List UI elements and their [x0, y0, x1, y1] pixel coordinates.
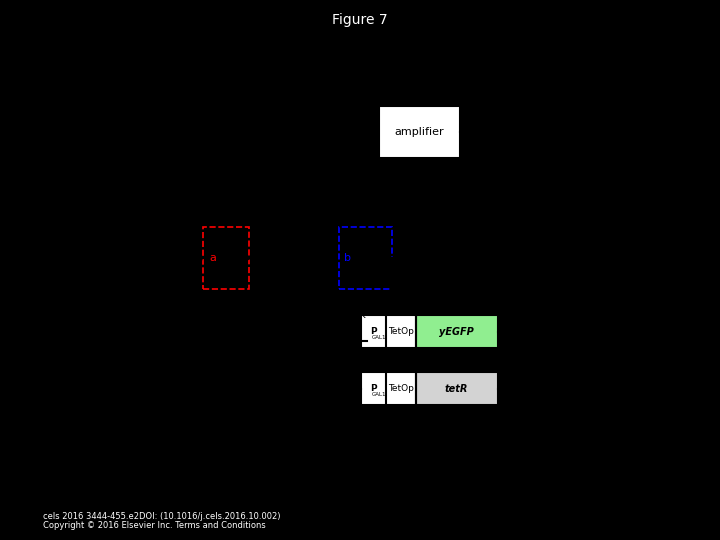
- Text: ]: ]: [549, 243, 552, 252]
- Text: b: b: [344, 253, 351, 263]
- Text: adjustor: adjustor: [318, 53, 370, 64]
- Text: ]-[TetR]: ]-[TetR]: [311, 370, 342, 379]
- Text: I: I: [189, 251, 192, 261]
- Text: TetOp: TetOp: [388, 327, 414, 336]
- Text: ]: ]: [217, 346, 221, 356]
- Text: B: B: [154, 249, 166, 267]
- Text: GAL1: GAL1: [372, 392, 387, 397]
- Text: [B]: [B]: [535, 227, 549, 237]
- Text: [B: [B: [536, 243, 545, 252]
- Text: feedback: feedback: [322, 310, 366, 320]
- Bar: [361, 315, 498, 348]
- Text: P: P: [370, 327, 377, 336]
- Text: input: input: [202, 49, 235, 59]
- Text: kn: kn: [268, 271, 275, 276]
- Text: A: A: [237, 253, 245, 263]
- Text: feedback: feedback: [382, 184, 427, 194]
- Text: ss: ss: [543, 248, 549, 253]
- Text: [B]: [B]: [284, 245, 297, 254]
- Text: amplifier: amplifier: [414, 49, 470, 59]
- Text: Copyright © 2016 Elsevier Inc. Terms and Conditions: Copyright © 2016 Elsevier Inc. Terms and…: [43, 521, 266, 530]
- Text: [A: [A: [267, 263, 276, 272]
- Bar: [416, 315, 498, 348]
- Text: C: C: [154, 370, 166, 388]
- Text: ext: ext: [212, 352, 222, 356]
- Bar: [416, 372, 498, 406]
- Text: yEGFP: yEGFP: [439, 327, 474, 337]
- Text: B: B: [374, 253, 382, 263]
- Text: A: A: [154, 123, 167, 141]
- Text: TetOp: TetOp: [388, 384, 414, 393]
- Text: input: input: [207, 108, 233, 118]
- Text: comparator-: comparator-: [306, 44, 383, 54]
- Text: P: P: [370, 384, 377, 393]
- Text: amplifier: amplifier: [395, 127, 444, 137]
- Text: output: output: [526, 108, 558, 118]
- Text: int: int: [318, 374, 325, 379]
- Text: [ATc: [ATc: [186, 346, 206, 356]
- Circle shape: [503, 312, 510, 319]
- Text: feedback: feedback: [382, 450, 427, 460]
- Text: [A]: [A]: [268, 245, 280, 254]
- Text: [B: [B: [284, 263, 292, 272]
- Text: kn: kn: [284, 271, 292, 276]
- Text: Figure 7: Figure 7: [332, 14, 388, 28]
- Text: tetR: tetR: [445, 384, 468, 394]
- Text: [TetR]: [TetR]: [507, 384, 536, 394]
- Text: output: output: [523, 49, 564, 59]
- Circle shape: [519, 129, 527, 136]
- Text: GAL1: GAL1: [372, 335, 387, 340]
- Text: a: a: [210, 253, 216, 263]
- Text: cels 2016 3444-455.e2DOI: (10.1016/j.cels.2016.10.002): cels 2016 3444-455.e2DOI: (10.1016/j.cel…: [43, 512, 281, 522]
- Text: input - output: input - output: [297, 127, 364, 137]
- Bar: [379, 106, 460, 158]
- Bar: [361, 372, 498, 406]
- Text: [ATc: [ATc: [296, 370, 312, 379]
- Circle shape: [522, 254, 529, 262]
- Text: [yEGFP]: [yEGFP]: [465, 291, 504, 301]
